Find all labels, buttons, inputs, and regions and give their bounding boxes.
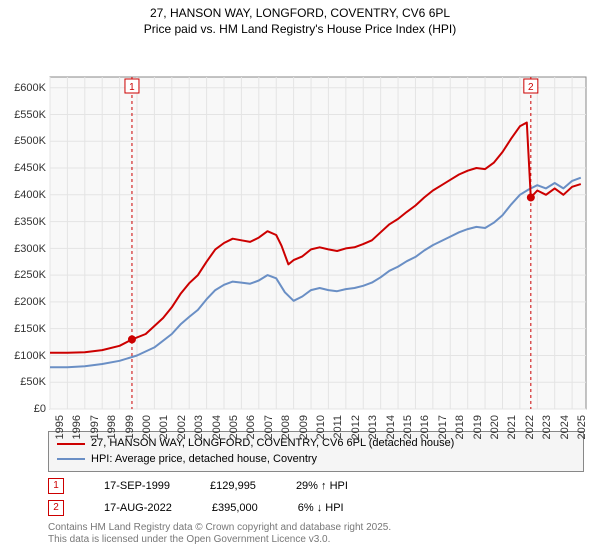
chart-title: 27, HANSON WAY, LONGFORD, COVENTRY, CV6 … xyxy=(0,0,600,37)
x-tick-label: 2021 xyxy=(506,415,518,439)
x-tick-label: 2010 xyxy=(315,415,327,439)
sale-delta-1: 29% ↑ HPI xyxy=(296,480,348,492)
x-tick-label: 2017 xyxy=(437,415,449,439)
x-tick-label: 2020 xyxy=(489,415,501,439)
y-tick-label: £300K xyxy=(14,243,46,255)
sale-date-2: 17-AUG-2022 xyxy=(104,502,172,514)
sale-price-2: £395,000 xyxy=(212,502,258,514)
sale-delta-2: 6% ↓ HPI xyxy=(298,502,344,514)
x-tick-label: 1995 xyxy=(54,415,66,439)
x-tick-label: 2009 xyxy=(298,415,310,439)
x-tick-label: 2025 xyxy=(576,415,588,439)
x-tick-label: 2022 xyxy=(524,415,536,439)
x-tick-label: 2024 xyxy=(559,415,571,439)
y-tick-label: £50K xyxy=(20,376,46,388)
x-tick-label: 2013 xyxy=(367,415,379,439)
y-tick-label: £0 xyxy=(34,403,46,415)
y-tick-label: £500K xyxy=(14,135,46,147)
x-tick-label: 2016 xyxy=(419,415,431,439)
footer-line1: Contains HM Land Registry data © Crown c… xyxy=(48,522,584,534)
x-tick-label: 2006 xyxy=(245,415,257,439)
x-tick-label: 1999 xyxy=(124,415,136,439)
sale-marker-2: 2 xyxy=(48,500,64,516)
x-tick-label: 2011 xyxy=(332,415,344,439)
y-tick-label: £100K xyxy=(14,350,46,362)
x-tick-label: 2019 xyxy=(472,415,484,439)
legend-swatch-2 xyxy=(57,458,85,460)
sale-row-2: 2 17-AUG-2022 £395,000 6% ↓ HPI xyxy=(48,500,600,516)
y-tick-label: £250K xyxy=(14,269,46,281)
attribution: Contains HM Land Registry data © Crown c… xyxy=(48,522,584,546)
x-tick-label: 2008 xyxy=(280,415,292,439)
x-tick-label: 2012 xyxy=(350,415,362,439)
x-tick-label: 1996 xyxy=(71,415,83,439)
sale-row-1: 1 17-SEP-1999 £129,995 29% ↑ HPI xyxy=(48,478,600,494)
x-tick-label: 2000 xyxy=(141,415,153,439)
svg-text:2: 2 xyxy=(528,82,534,93)
x-tick-label: 2023 xyxy=(541,415,553,439)
x-tick-label: 2015 xyxy=(402,415,414,439)
legend-swatch-1 xyxy=(57,443,85,445)
y-tick-label: £200K xyxy=(14,296,46,308)
y-tick-label: £150K xyxy=(14,323,46,335)
x-tick-label: 2003 xyxy=(193,415,205,439)
x-tick-label: 2002 xyxy=(176,415,188,439)
chart-area: 12 £0£50K£100K£150K£200K£250K£300K£350K£… xyxy=(0,37,600,427)
x-tick-label: 1998 xyxy=(106,415,118,439)
y-tick-label: £350K xyxy=(14,216,46,228)
x-tick-label: 2007 xyxy=(263,415,275,439)
chart-svg: 12 xyxy=(0,37,600,427)
chart-container: { "title_line1": "27, HANSON WAY, LONGFO… xyxy=(0,0,600,560)
x-tick-label: 2005 xyxy=(228,415,240,439)
y-tick-label: £550K xyxy=(14,109,46,121)
y-tick-label: £450K xyxy=(14,162,46,174)
sale-marker-1: 1 xyxy=(48,478,64,494)
title-line2: Price paid vs. HM Land Registry's House … xyxy=(0,22,600,38)
legend-row-2: HPI: Average price, detached house, Cove… xyxy=(57,452,575,467)
sale-date-1: 17-SEP-1999 xyxy=(104,480,170,492)
legend-label-2: HPI: Average price, detached house, Cove… xyxy=(91,452,317,467)
x-tick-label: 2018 xyxy=(454,415,466,439)
y-tick-label: £400K xyxy=(14,189,46,201)
x-tick-label: 2004 xyxy=(211,415,223,439)
x-tick-label: 1997 xyxy=(89,415,101,439)
x-tick-label: 2001 xyxy=(158,415,170,439)
footer-line2: This data is licensed under the Open Gov… xyxy=(48,534,584,546)
y-tick-label: £600K xyxy=(14,82,46,94)
title-line1: 27, HANSON WAY, LONGFORD, COVENTRY, CV6 … xyxy=(0,6,600,22)
svg-text:1: 1 xyxy=(129,82,135,93)
x-tick-label: 2014 xyxy=(385,415,397,439)
sale-price-1: £129,995 xyxy=(210,480,256,492)
